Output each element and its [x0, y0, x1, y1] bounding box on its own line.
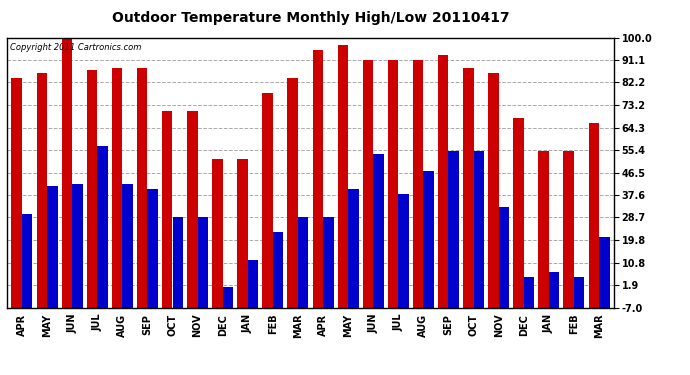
Bar — [589, 123, 599, 308]
Bar — [237, 159, 248, 308]
Bar — [313, 50, 323, 308]
Bar — [223, 287, 233, 308]
Bar — [137, 68, 148, 308]
Text: Copyright 2011 Cartronics.com: Copyright 2011 Cartronics.com — [10, 43, 141, 52]
Bar — [564, 151, 574, 308]
Bar — [37, 73, 47, 308]
Bar — [373, 154, 384, 308]
Bar — [538, 151, 549, 308]
Bar — [363, 60, 373, 308]
Bar — [388, 60, 398, 308]
Bar — [262, 93, 273, 308]
Bar — [574, 277, 584, 308]
Bar — [398, 194, 409, 308]
Bar — [323, 217, 333, 308]
Bar — [337, 45, 348, 308]
Bar — [463, 68, 473, 308]
Bar — [72, 184, 83, 308]
Bar — [298, 217, 308, 308]
Bar — [197, 217, 208, 308]
Bar — [248, 260, 258, 308]
Bar — [473, 151, 484, 308]
Bar — [513, 118, 524, 308]
Bar — [122, 184, 133, 308]
Bar — [288, 78, 298, 308]
Bar — [348, 189, 359, 308]
Bar — [12, 78, 22, 308]
Bar — [172, 217, 183, 308]
Bar — [97, 146, 108, 308]
Bar — [599, 237, 609, 308]
Bar — [273, 232, 284, 308]
Bar — [549, 272, 560, 308]
Bar — [438, 55, 449, 308]
Bar — [424, 171, 434, 308]
Bar — [61, 38, 72, 308]
Bar — [499, 207, 509, 308]
Bar — [524, 277, 534, 308]
Bar — [488, 73, 499, 308]
Bar — [187, 111, 197, 308]
Bar — [162, 111, 172, 308]
Bar — [112, 68, 122, 308]
Bar — [87, 70, 97, 308]
Bar — [212, 159, 223, 308]
Bar — [448, 151, 459, 308]
Bar — [22, 214, 32, 308]
Bar — [47, 186, 57, 308]
Text: Outdoor Temperature Monthly High/Low 20110417: Outdoor Temperature Monthly High/Low 201… — [112, 11, 509, 25]
Bar — [413, 60, 424, 308]
Bar — [148, 189, 158, 308]
